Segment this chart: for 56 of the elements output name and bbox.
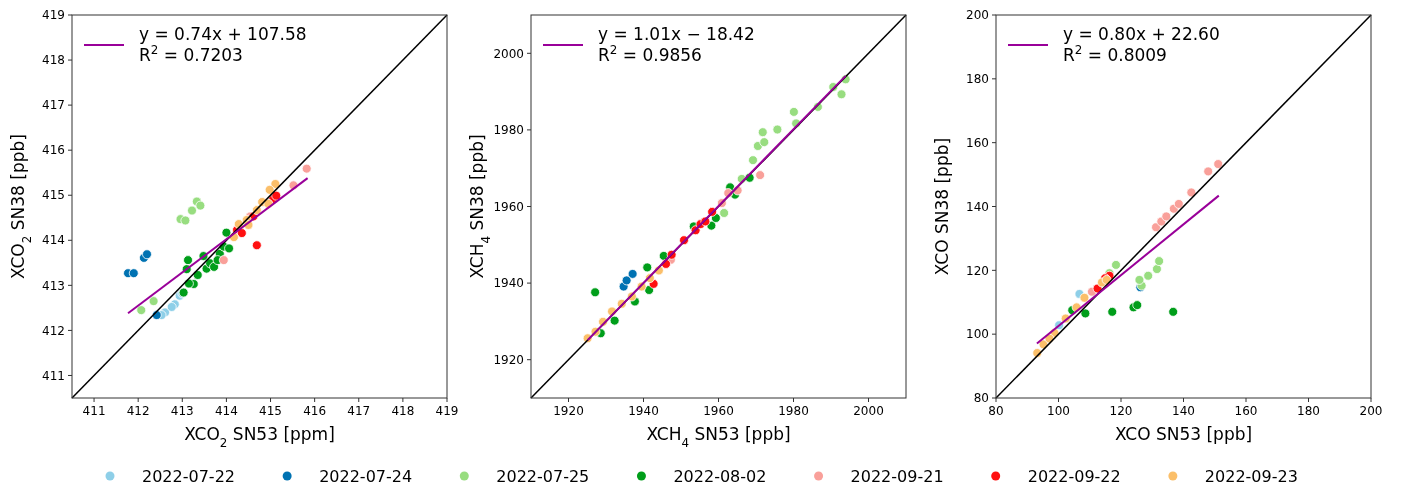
x-axis-title: XCO SN53 [ppb] [1114, 424, 1253, 444]
legend-label: 2022-09-23 [1204, 467, 1298, 486]
y-tick-label: 412 [42, 323, 65, 338]
y-tick-label: 419 [42, 8, 65, 23]
legend-label: y = 1.01x − 18.42 R$^{2}$ = 0.9856 [598, 24, 755, 65]
x-tick-label: 419 [435, 404, 459, 418]
x-tick-label: 180 [1297, 404, 1320, 418]
y-tick-label: 100 [966, 327, 989, 342]
legend-label: 2022-09-21 [850, 467, 944, 486]
x-tick-label: 200 [1359, 404, 1383, 418]
y-tick-label: 180 [966, 72, 989, 87]
x-tick-label: 160 [1234, 404, 1258, 418]
y-tick-label: 120 [966, 263, 989, 278]
y-tick-label: 417 [42, 98, 65, 113]
legend-label: 2022-08-02 [673, 467, 767, 486]
x-tick-label: 417 [347, 404, 371, 418]
y-tick-label: 414 [42, 233, 65, 248]
x-tick-label: 120 [1109, 404, 1133, 418]
x-tick-label: 100 [1047, 404, 1070, 418]
y-tick-label: 1980 [493, 123, 524, 138]
y-tick-label: 1920 [493, 352, 524, 367]
y-tick-label: 413 [42, 278, 65, 293]
y-tick-label: 2000 [493, 46, 524, 61]
y-tick-label: 416 [42, 143, 65, 158]
x-tick-label: 140 [1172, 404, 1195, 418]
x-tick-label: 1960 [703, 404, 734, 418]
y-tick-label: 1940 [493, 276, 524, 291]
x-tick-label: 1940 [628, 404, 659, 418]
x-axis-title: XCH$_{4}$ SN53 [ppb] [646, 424, 791, 450]
legend-label: y = 0.74x + 107.58 R$^{2}$ = 0.7203 [139, 24, 307, 65]
y-tick-label: 140 [966, 199, 989, 214]
x-tick-label: 1980 [778, 404, 809, 418]
y-tick-label: 1960 [493, 199, 524, 214]
y-tick-label: 160 [966, 135, 989, 150]
legend-label: 2022-07-22 [142, 467, 235, 486]
x-tick-label: 412 [126, 404, 150, 418]
x-tick-label: 80 [988, 404, 1004, 418]
y-tick-label: 200 [966, 8, 989, 23]
y-axis-title: XCO SN38 [ppb] [932, 137, 952, 276]
legend-label: 2022-07-25 [496, 467, 590, 486]
y-tick-label: 418 [42, 53, 65, 68]
y-tick-label: 80 [973, 391, 989, 406]
y-tick-label: 411 [42, 368, 65, 383]
legend-label: 2022-09-22 [1027, 467, 1121, 486]
y-tick-label: 415 [42, 188, 65, 203]
x-tick-label: 411 [82, 404, 106, 418]
legend-label: y = 0.80x + 22.60 R$^{2}$ = 0.8009 [1063, 24, 1220, 65]
x-tick-label: 2000 [853, 404, 884, 418]
x-tick-label: 414 [214, 404, 238, 418]
x-axis-title: XCO$_{2}$ SN53 [ppm] [184, 424, 335, 450]
x-tick-label: 416 [303, 404, 327, 418]
x-tick-label: 1920 [553, 404, 584, 418]
x-tick-label: 415 [259, 404, 282, 418]
x-tick-label: 418 [391, 404, 415, 418]
legend-label: 2022-07-24 [319, 467, 413, 486]
x-tick-label: 413 [170, 404, 194, 418]
